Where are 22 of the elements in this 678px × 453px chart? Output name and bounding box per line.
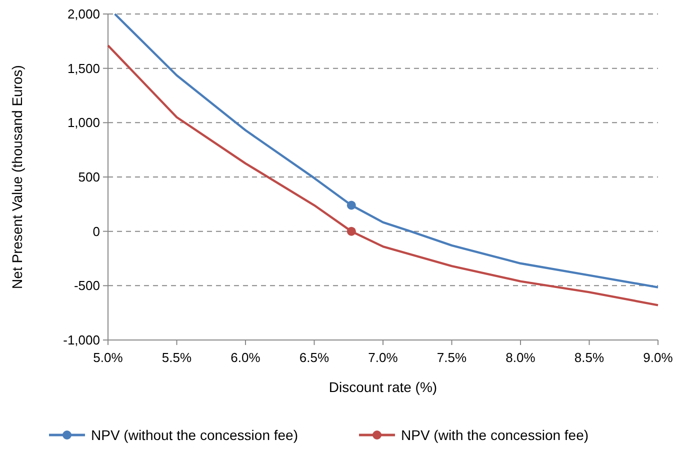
x-tick-label: 8.5% xyxy=(574,350,604,365)
x-tick-label: 8.0% xyxy=(506,350,536,365)
y-tick-label: 2,000 xyxy=(67,6,100,22)
y-tick-label: 500 xyxy=(78,170,100,185)
y-axis-title: Net Present Value (thousand Euros) xyxy=(9,65,25,289)
line-series xyxy=(114,12,660,288)
line-series xyxy=(106,44,660,306)
legend-label: NPV (without the concession fee) xyxy=(91,426,298,443)
y-tick-label: 1,500 xyxy=(67,60,100,76)
x-tick-label: 5.5% xyxy=(162,350,192,365)
x-tick-label: 7.0% xyxy=(368,350,398,365)
legend-label: NPV (with the concession fee) xyxy=(401,426,589,443)
x-tick-label: 6.0% xyxy=(230,350,261,365)
y-tick-label: 1,000 xyxy=(67,115,100,130)
y-tick-label: 0 xyxy=(92,224,100,239)
x-tick-label: 5.0% xyxy=(93,350,124,365)
x-axis-title: Discount rate (%) xyxy=(328,379,438,395)
x-tick-label: 6.5% xyxy=(299,350,330,365)
x-tick-label: 9.0% xyxy=(643,350,674,365)
x-tick-label: 7.5% xyxy=(436,350,467,365)
y-tick-label: -1,000 xyxy=(63,332,100,348)
y-tick-label: -500 xyxy=(74,278,100,294)
